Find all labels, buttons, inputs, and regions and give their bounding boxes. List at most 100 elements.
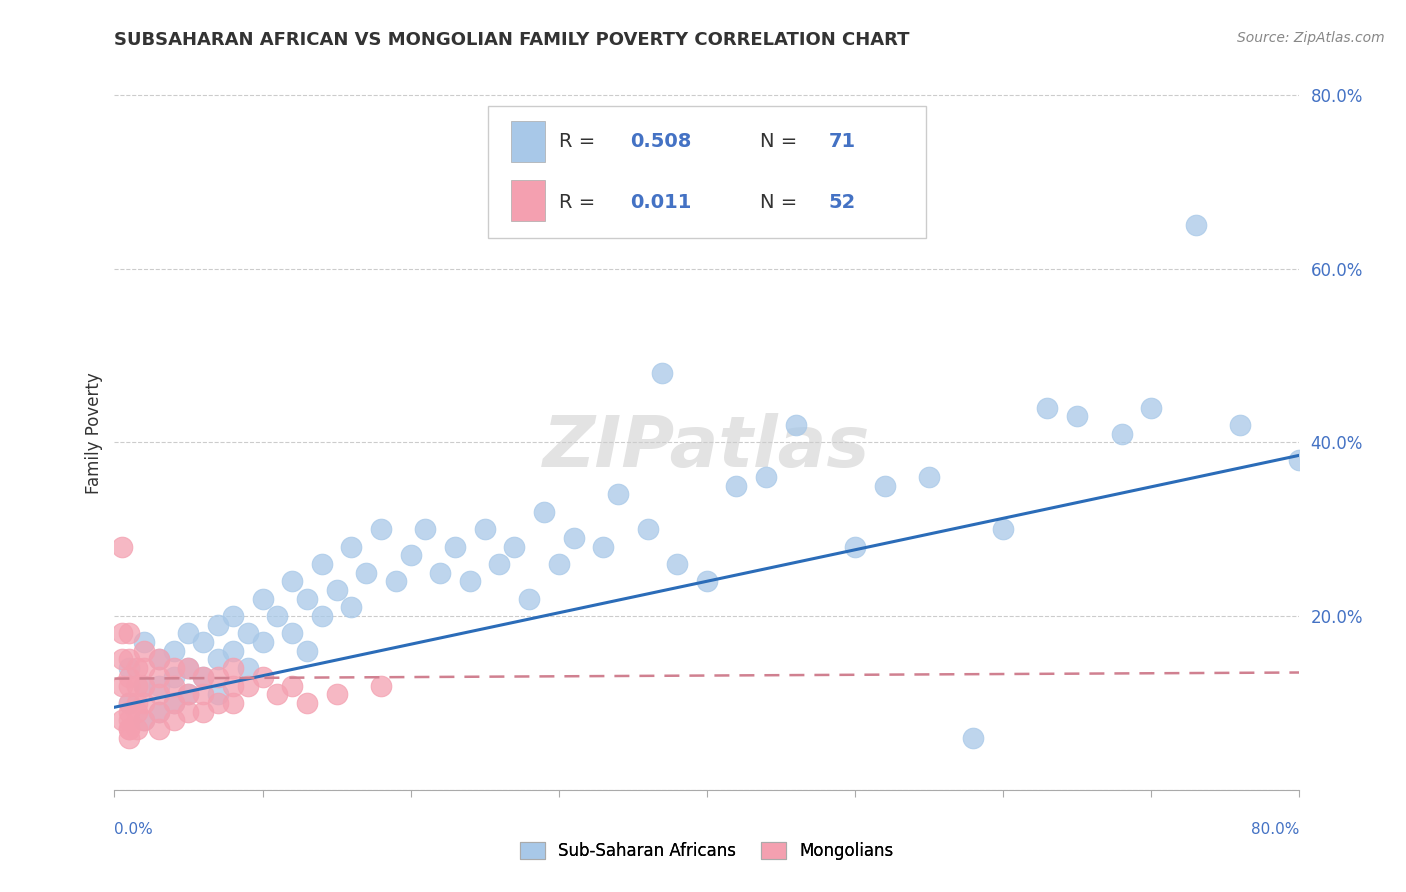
Point	[193, 687, 215, 701]
Text: R =: R =	[558, 132, 602, 151]
Point	[281, 679, 304, 693]
Text: Source: ZipAtlas.com: Source: ZipAtlas.com	[1237, 31, 1385, 45]
Point	[236, 679, 259, 693]
Point	[444, 540, 467, 554]
Point	[991, 522, 1014, 536]
Point	[118, 722, 141, 736]
FancyBboxPatch shape	[512, 180, 544, 221]
Point	[193, 705, 215, 719]
Point	[785, 417, 807, 432]
Point	[429, 566, 451, 580]
Point	[236, 661, 259, 675]
Point	[207, 696, 229, 710]
Text: 0.508: 0.508	[630, 132, 692, 151]
Point	[311, 557, 333, 571]
Point	[118, 679, 141, 693]
Point	[725, 479, 748, 493]
Text: 52: 52	[830, 193, 856, 211]
Point	[399, 548, 422, 562]
Point	[125, 696, 148, 710]
Point	[592, 540, 614, 554]
Point	[918, 470, 941, 484]
Text: 0.011: 0.011	[630, 193, 692, 211]
Point	[1140, 401, 1163, 415]
Point	[132, 661, 155, 675]
Point	[163, 644, 186, 658]
Point	[163, 696, 186, 710]
Text: N =: N =	[761, 132, 804, 151]
Point	[177, 687, 200, 701]
Point	[962, 731, 984, 745]
Point	[266, 687, 288, 701]
Point	[111, 652, 134, 666]
Point	[207, 670, 229, 684]
Point	[111, 626, 134, 640]
Point	[111, 540, 134, 554]
Point	[340, 540, 363, 554]
Point	[125, 705, 148, 719]
Point	[295, 591, 318, 606]
Point	[132, 679, 155, 693]
Point	[163, 661, 186, 675]
Point	[222, 644, 245, 658]
Y-axis label: Family Poverty: Family Poverty	[86, 373, 103, 494]
Point	[755, 470, 778, 484]
Point	[458, 574, 481, 589]
Point	[517, 591, 540, 606]
Point	[148, 705, 170, 719]
Text: 80.0%: 80.0%	[1251, 822, 1299, 838]
Text: 71: 71	[830, 132, 856, 151]
Point	[163, 679, 186, 693]
Point	[132, 644, 155, 658]
Point	[607, 487, 630, 501]
Point	[340, 600, 363, 615]
Point	[533, 505, 555, 519]
Point	[325, 687, 347, 701]
Point	[177, 705, 200, 719]
Point	[118, 661, 141, 675]
Point	[503, 540, 526, 554]
Point	[281, 574, 304, 589]
Point	[1229, 417, 1251, 432]
Point	[651, 366, 673, 380]
Point	[207, 687, 229, 701]
Point	[118, 722, 141, 736]
Text: R =: R =	[558, 193, 602, 211]
Point	[132, 679, 155, 693]
Point	[118, 696, 141, 710]
Point	[562, 531, 585, 545]
Point	[177, 661, 200, 675]
Point	[118, 731, 141, 745]
Point	[252, 670, 274, 684]
Point	[295, 644, 318, 658]
Point	[222, 679, 245, 693]
Point	[281, 626, 304, 640]
Point	[148, 670, 170, 684]
Point	[844, 540, 866, 554]
Point	[325, 582, 347, 597]
Point	[385, 574, 408, 589]
Point	[111, 679, 134, 693]
Point	[295, 696, 318, 710]
Point	[163, 696, 186, 710]
Point	[207, 617, 229, 632]
Point	[148, 705, 170, 719]
Point	[177, 626, 200, 640]
Point	[252, 635, 274, 649]
Text: 0.0%: 0.0%	[114, 822, 153, 838]
Point	[1288, 452, 1310, 467]
Point	[193, 635, 215, 649]
Point	[118, 626, 141, 640]
Point	[148, 679, 170, 693]
Point	[1184, 218, 1206, 232]
Point	[1111, 426, 1133, 441]
Point	[118, 705, 141, 719]
Point	[637, 522, 659, 536]
Point	[488, 557, 510, 571]
Legend: Sub-Saharan Africans, Mongolians: Sub-Saharan Africans, Mongolians	[513, 836, 900, 867]
Text: N =: N =	[761, 193, 804, 211]
Point	[311, 609, 333, 624]
Point	[222, 696, 245, 710]
Point	[118, 696, 141, 710]
Point	[177, 687, 200, 701]
